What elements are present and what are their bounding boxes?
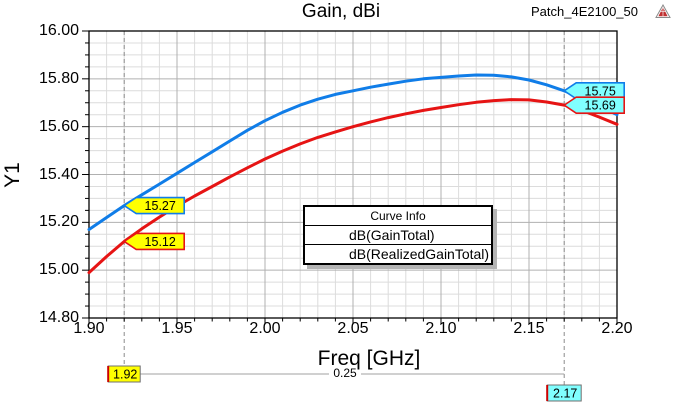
ansys-triangle-icon <box>655 3 671 24</box>
y-tick-label: 15.80 <box>38 69 79 87</box>
x-tick-label: 2.15 <box>513 320 545 337</box>
marker-delta-value: 0.25 <box>333 366 357 380</box>
y-tick-label: 15.00 <box>38 261 79 279</box>
x-axis-title: Freq [GHz] <box>317 347 421 370</box>
x-tick-label: 1.90 <box>73 320 105 337</box>
y-tick-label: 15.20 <box>38 213 79 231</box>
legend-row-gaintotal[interactable]: dB(GainTotal) <box>305 226 491 244</box>
marker-value-text: 15.75 <box>585 84 616 98</box>
curve-dbgaintotal[interactable] <box>87 73 619 231</box>
design-name-label: Patch_4E2100_50 <box>531 4 638 19</box>
marker-x-text: 1.92 <box>113 368 137 382</box>
x-tick-label: 2.00 <box>249 320 281 337</box>
gaintotal-line-swatch <box>312 234 340 237</box>
marker-value-tag[interactable] <box>122 196 185 215</box>
y-tick-label: 15.40 <box>38 165 79 183</box>
marker-x-text: 2.17 <box>553 387 577 401</box>
marker-value-tag[interactable] <box>562 81 625 100</box>
realizedgaintotal-line-swatch <box>312 253 340 256</box>
legend-header: Curve Info <box>305 207 491 226</box>
marker-value-text: 15.69 <box>585 99 616 113</box>
legend-row-realizedgaintotal[interactable]: dB(RealizedGainTotal) <box>305 244 491 263</box>
x-tick-label: 1.95 <box>161 320 193 337</box>
x-tick-label: 2.20 <box>601 320 633 337</box>
legend-box[interactable]: Curve Info dB(GainTotal) dB(RealizedGain… <box>303 205 493 265</box>
y-tick-label: 14.80 <box>38 309 79 326</box>
marker-value-text: 15.27 <box>145 199 176 213</box>
marker-value-tag[interactable] <box>122 232 185 251</box>
marker-value-text: 15.12 <box>145 235 176 249</box>
y-tick-label: 16.00 <box>38 22 79 39</box>
legend-label-realizedgaintotal: dB(RealizedGainTotal) <box>349 246 490 262</box>
x-tick-label: 2.05 <box>337 320 369 337</box>
legend-label-gaintotal: dB(GainTotal) <box>349 227 435 243</box>
x-tick-label: 2.10 <box>425 320 457 337</box>
marker-value-tag[interactable] <box>562 96 625 114</box>
y-tick-label: 15.60 <box>38 117 79 135</box>
chart-title: Gain, dBi <box>301 1 381 22</box>
